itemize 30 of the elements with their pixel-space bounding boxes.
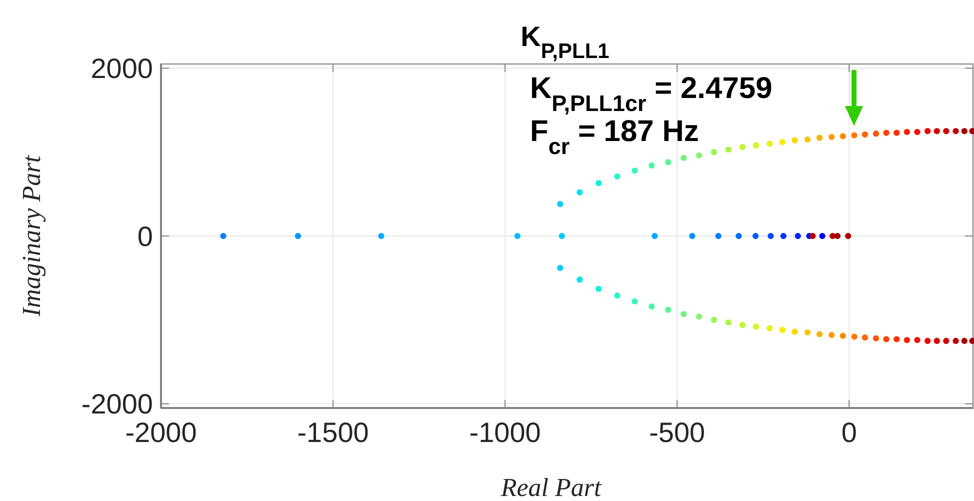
x-tick-label: -500 bbox=[649, 417, 706, 448]
chart-title: K$_{P,PLL1}$ bbox=[520, 21, 610, 62]
point bbox=[294, 232, 302, 240]
annotation: K$_{P,PLL1cr}$ = 2.4759 bbox=[530, 72, 772, 116]
x-axis-title: Real Part bbox=[500, 473, 602, 501]
y-tick-label: 0 bbox=[137, 220, 153, 252]
x-tick-label: -1500 bbox=[297, 417, 369, 448]
point bbox=[780, 232, 787, 240]
point bbox=[768, 232, 774, 240]
x-tick-label: -1000 bbox=[469, 417, 541, 448]
point bbox=[378, 232, 384, 240]
y-tick-label: -2000 bbox=[81, 388, 153, 420]
point bbox=[736, 232, 742, 240]
point bbox=[652, 232, 658, 240]
y-axis-title: Imaginary Part bbox=[17, 154, 46, 318]
y-tick-label: 2000 bbox=[90, 52, 153, 84]
point bbox=[689, 232, 696, 240]
x-tick-label: -2000 bbox=[125, 417, 197, 448]
point bbox=[810, 232, 816, 240]
point bbox=[845, 232, 852, 240]
point bbox=[715, 232, 722, 240]
point bbox=[514, 232, 521, 240]
point bbox=[752, 232, 759, 240]
point bbox=[220, 232, 226, 240]
annotation: F$_{cr}$ = 187 Hz bbox=[530, 115, 699, 158]
point bbox=[794, 232, 801, 240]
point bbox=[834, 232, 841, 240]
point bbox=[558, 232, 565, 240]
x-tick-label: 0 bbox=[841, 417, 857, 448]
point bbox=[819, 232, 826, 240]
